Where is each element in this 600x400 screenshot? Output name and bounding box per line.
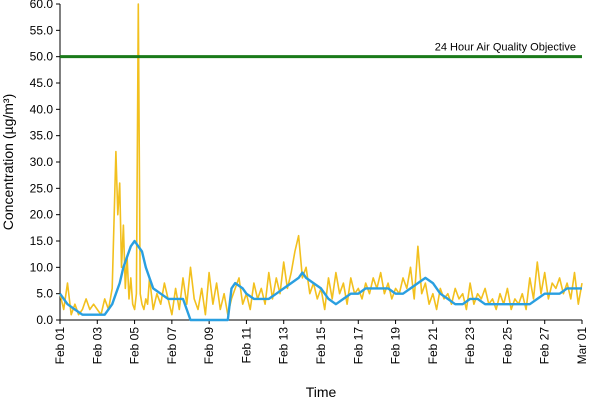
y-tick-label: 0.0 [36, 313, 53, 327]
x-tick-label: Feb 15 [314, 327, 328, 365]
x-tick-label: Feb 11 [239, 327, 253, 364]
series-layer [59, 3, 583, 322]
y-tick-label: 60.0 [30, 0, 54, 11]
x-tick-label: Feb 01 [53, 327, 67, 365]
x-tick-label: Feb 09 [202, 327, 216, 365]
series-line-2 [59, 239, 582, 322]
y-tick-label: 10.0 [30, 260, 54, 274]
x-tick-label: Mar 01 [575, 327, 589, 365]
y-tick-label: 30.0 [30, 155, 54, 169]
x-tick-label: Feb 21 [426, 327, 440, 365]
y-tick-label: 45.0 [30, 76, 54, 90]
y-axis-title: Concentration (µg/m³) [0, 94, 16, 230]
x-tick-label: Feb 23 [463, 327, 477, 365]
x-axis-title: Time [306, 384, 337, 400]
y-tick-label: 5.0 [36, 287, 53, 301]
x-tick-label: Feb 25 [500, 327, 514, 365]
y-tick-label: 35.0 [30, 129, 54, 143]
y-tick-label: 25.0 [30, 181, 54, 195]
y-tick-label: 20.0 [30, 208, 54, 222]
x-tick-label: Feb 19 [389, 327, 403, 365]
x-tick-label: Feb 03 [90, 327, 104, 365]
x-tick-label: Feb 05 [128, 327, 142, 365]
x-tick-label: Feb 07 [165, 327, 179, 365]
y-tick-label: 50.0 [30, 50, 54, 64]
y-tick-label: 40.0 [30, 102, 54, 116]
x-tick-label: Feb 13 [277, 327, 291, 365]
x-tick-label: Feb 27 [538, 327, 552, 365]
objective-label: 24 Hour Air Quality Objective [435, 42, 576, 54]
y-tick-label: 15.0 [30, 234, 54, 248]
x-tick-label: Feb 17 [351, 327, 365, 365]
y-tick-label: 55.0 [30, 23, 54, 37]
